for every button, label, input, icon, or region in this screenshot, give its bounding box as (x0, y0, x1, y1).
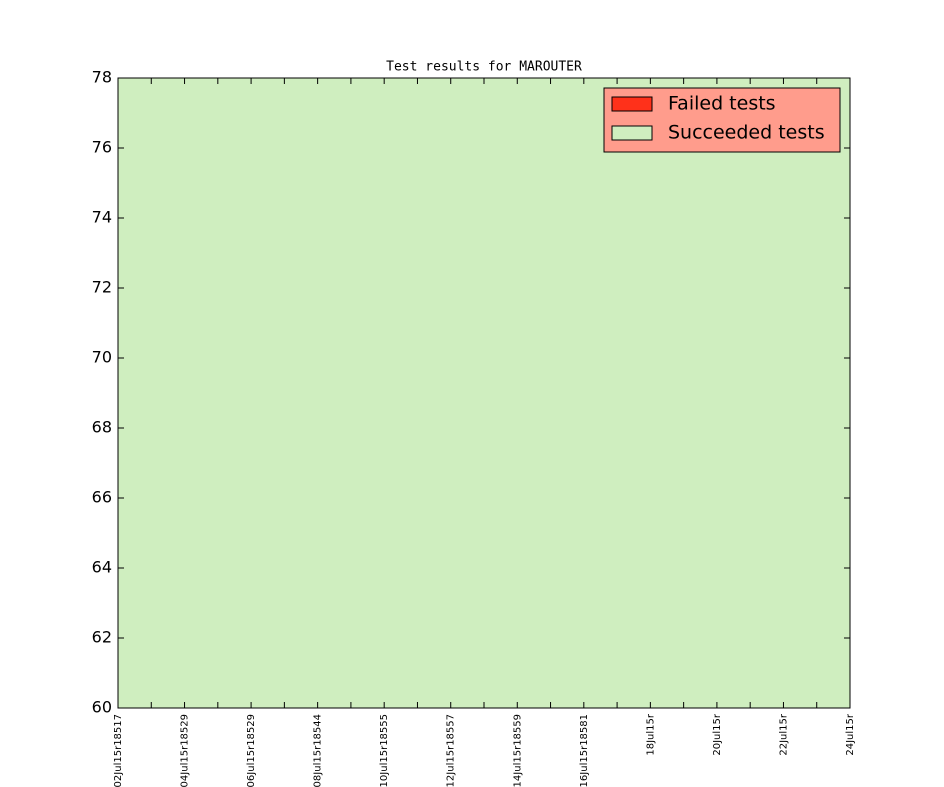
y-tick-label: 68 (92, 418, 112, 437)
x-tick-label: 24Jul15r (845, 713, 856, 756)
x-tick-label: 20Jul15r (712, 713, 723, 756)
y-tick-label: 72 (92, 278, 112, 297)
x-tick-label: 12Jul15r18557 (446, 714, 457, 787)
x-tick-label: 04Jul15r18529 (180, 714, 191, 787)
x-tick-label: 02Jul15r18517 (113, 714, 124, 787)
legend-label: Succeeded tests (668, 122, 825, 144)
y-tick-label: 60 (92, 698, 112, 717)
x-tick-label: 18Jul15r (645, 713, 656, 756)
y-tick-label: 78 (92, 68, 112, 87)
y-tick-label: 70 (92, 348, 112, 367)
legend-swatch (611, 125, 653, 141)
x-tick-label: 10Jul15r18555 (379, 714, 390, 787)
x-tick-label: 06Jul15r18529 (246, 714, 257, 787)
y-tick-label: 76 (92, 138, 112, 157)
x-tick-label: 22Jul15r (778, 713, 789, 756)
y-tick-label: 62 (92, 628, 112, 647)
x-tick-label: 16Jul15r18581 (579, 714, 590, 787)
legend-label: Failed tests (668, 93, 776, 115)
y-tick-label: 66 (92, 488, 112, 507)
x-tick-label: 08Jul15r18544 (313, 714, 324, 787)
x-tick-label: 14Jul15r18559 (512, 714, 523, 787)
chart-title: Test results for MAROUTER (386, 60, 582, 75)
legend-swatch (611, 96, 653, 112)
y-tick-label: 64 (92, 558, 112, 577)
y-tick-label: 74 (92, 208, 112, 227)
area (118, 78, 850, 708)
